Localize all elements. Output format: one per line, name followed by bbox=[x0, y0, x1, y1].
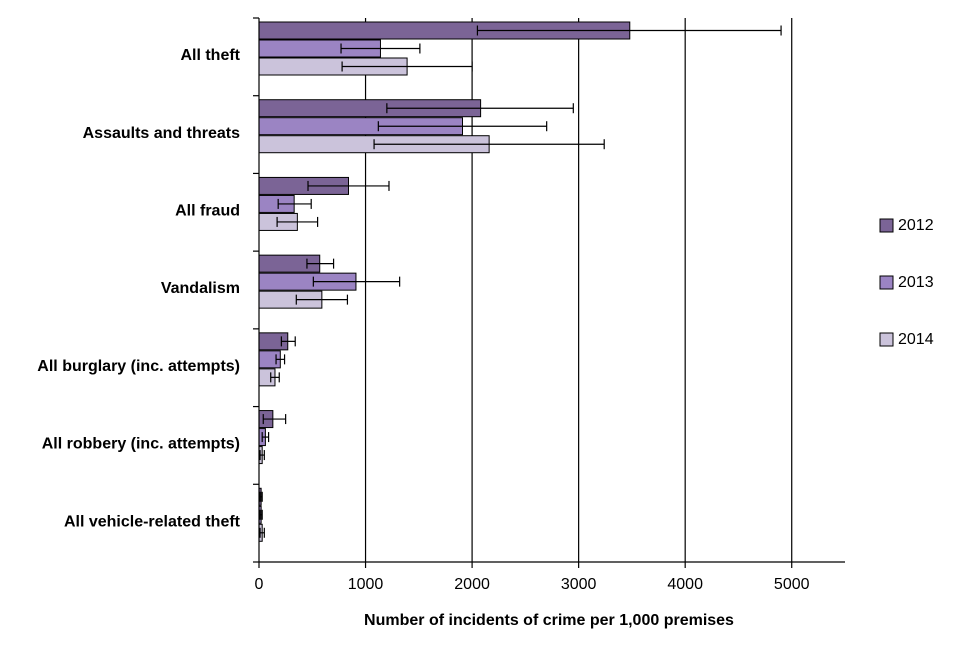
legend-label-2012: 2012 bbox=[898, 217, 934, 234]
x-tick-label-1000: 1000 bbox=[348, 576, 384, 593]
category-label-4: All burglary (inc. attempts) bbox=[37, 358, 240, 375]
legend-label-2013: 2013 bbox=[898, 274, 934, 291]
legend: 2012 2013 2014 bbox=[879, 217, 934, 348]
x-tick-label-2000: 2000 bbox=[454, 576, 490, 593]
x-tick-label-3000: 3000 bbox=[561, 576, 597, 593]
bars bbox=[258, 21, 631, 542]
category-labels: All theft Assaults and threats All fraud Va… bbox=[37, 47, 240, 530]
category-label-2: All fraud bbox=[175, 203, 240, 220]
x-tick-labels: 0 1000 2000 3000 4000 5000 bbox=[255, 576, 810, 593]
category-label-6: All vehicle-related theft bbox=[64, 513, 241, 530]
legend-label-2014: 2014 bbox=[898, 331, 934, 348]
category-label-1: Assaults and threats bbox=[83, 125, 240, 142]
x-axis-title: Number of incidents of crime per 1,000 p… bbox=[364, 612, 734, 629]
error-bars bbox=[259, 25, 782, 538]
legend-swatch-2013 bbox=[879, 275, 894, 290]
axes bbox=[253, 17, 845, 568]
x-tick-label-0: 0 bbox=[255, 576, 264, 593]
x-tick-label-5000: 5000 bbox=[774, 576, 810, 593]
category-label-0: All theft bbox=[180, 47, 240, 64]
category-label-5: All robbery (inc. attempts) bbox=[42, 436, 240, 453]
legend-swatch-2014 bbox=[879, 332, 894, 347]
category-label-3: Vandalism bbox=[161, 280, 240, 297]
x-tick-label-4000: 4000 bbox=[667, 576, 703, 593]
legend-swatch-2012 bbox=[879, 218, 894, 233]
